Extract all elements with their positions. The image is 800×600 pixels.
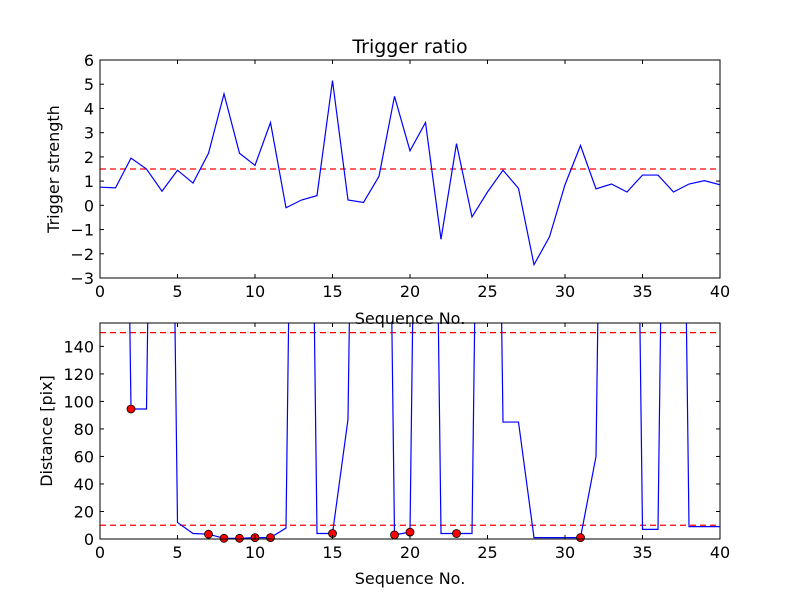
data-marker bbox=[452, 529, 461, 538]
data-marker bbox=[576, 533, 585, 543]
series-line bbox=[129, 323, 720, 539]
x-axis-label: Sequence No. bbox=[355, 569, 466, 588]
y-tick-label: 1 bbox=[84, 172, 94, 191]
x-tick-label: 10 bbox=[245, 543, 265, 562]
x-axis-ticks: 0 5 10 15 20 25 30 35 40 bbox=[95, 323, 730, 562]
x-tick-label: 0 bbox=[95, 282, 105, 301]
y-tick-label: 0 bbox=[84, 530, 94, 549]
x-tick-label: 0 bbox=[95, 543, 105, 562]
y-tick-label: −1 bbox=[70, 221, 94, 240]
plot-area bbox=[129, 323, 720, 539]
y-tick-label: −3 bbox=[70, 269, 94, 288]
y-tick-label: 3 bbox=[84, 124, 94, 143]
y-tick-label: 2 bbox=[84, 148, 94, 167]
data-marker bbox=[126, 404, 136, 414]
x-axis-ticks: 0 5 10 15 20 25 30 35 40 bbox=[95, 60, 730, 301]
x-tick-label: 40 bbox=[710, 282, 730, 301]
trigger-ratio-panel: Trigger ratio 0 5 10 15 20 25 30 35 40 −3−2−1012… bbox=[44, 36, 730, 328]
plot-area bbox=[100, 80, 720, 267]
y-tick-label: 6 bbox=[84, 51, 94, 70]
x-tick-label: 35 bbox=[632, 282, 652, 301]
y-tick-label: 60 bbox=[74, 447, 94, 466]
x-tick-label: 30 bbox=[555, 282, 575, 301]
x-tick-label: 40 bbox=[710, 543, 730, 562]
y-tick-label: 140 bbox=[63, 337, 94, 356]
x-tick-label: 15 bbox=[322, 543, 342, 562]
data-marker bbox=[204, 529, 213, 539]
x-tick-label: 30 bbox=[555, 543, 575, 562]
y-tick-label: −2 bbox=[70, 245, 94, 264]
x-tick-label: 5 bbox=[172, 543, 182, 562]
y-tick-label: 100 bbox=[63, 392, 94, 411]
distance-panel: 0 5 10 15 20 25 30 35 40 0 20 40 60 80 100 120 140 Sequ… bbox=[37, 322, 730, 588]
y-tick-label: 120 bbox=[63, 365, 94, 384]
x-tick-label: 10 bbox=[245, 282, 265, 301]
x-tick-label: 25 bbox=[477, 543, 497, 562]
y-tick-label: 4 bbox=[84, 99, 94, 118]
x-tick-label: 15 bbox=[322, 282, 342, 301]
data-marker bbox=[266, 533, 275, 543]
chart-title: Trigger ratio bbox=[351, 36, 467, 58]
y-axis-label: Distance [pix] bbox=[37, 375, 56, 487]
data-marker bbox=[390, 530, 399, 540]
y-tick-label: 20 bbox=[74, 502, 94, 521]
y-axis-ticks: 0 20 40 60 80 100 120 140 bbox=[63, 337, 720, 549]
x-tick-label: 20 bbox=[400, 543, 420, 562]
data-marker bbox=[405, 527, 415, 537]
x-tick-label: 20 bbox=[400, 282, 420, 301]
data-marker bbox=[219, 533, 229, 543]
y-tick-label: 80 bbox=[74, 420, 94, 439]
x-tick-label: 35 bbox=[632, 543, 652, 562]
series-line bbox=[100, 80, 720, 267]
data-marker bbox=[235, 533, 244, 543]
detected-markers bbox=[126, 404, 585, 543]
y-tick-label: 0 bbox=[84, 196, 94, 215]
x-tick-label: 5 bbox=[172, 282, 182, 301]
y-axis-ticks: −3 −2 −1 0 1 2 3 4 5 6 bbox=[70, 51, 720, 288]
y-tick-label: 40 bbox=[74, 475, 94, 494]
y-axis-label: Trigger strength bbox=[44, 105, 63, 234]
y-tick-label: 5 bbox=[84, 75, 94, 94]
x-tick-label: 25 bbox=[477, 282, 497, 301]
